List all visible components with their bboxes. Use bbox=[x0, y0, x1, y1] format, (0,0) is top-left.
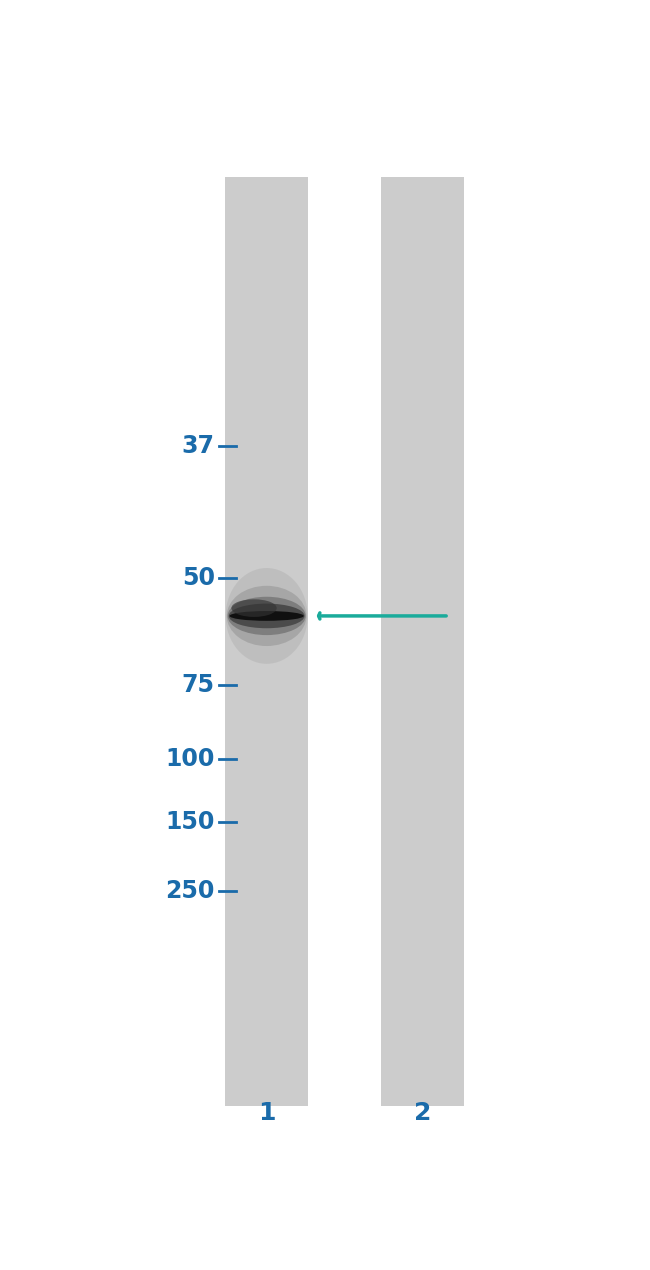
Text: 100: 100 bbox=[165, 747, 214, 771]
Text: 1: 1 bbox=[257, 1101, 275, 1125]
Text: 37: 37 bbox=[182, 434, 215, 457]
Ellipse shape bbox=[226, 568, 307, 664]
Text: 2: 2 bbox=[414, 1101, 431, 1125]
Text: 150: 150 bbox=[165, 810, 214, 834]
Ellipse shape bbox=[229, 603, 304, 629]
Bar bbox=[381, 177, 464, 1106]
Text: 75: 75 bbox=[182, 673, 215, 697]
Ellipse shape bbox=[227, 597, 306, 635]
Bar bbox=[225, 177, 308, 1106]
Ellipse shape bbox=[231, 599, 277, 617]
Text: 50: 50 bbox=[182, 566, 215, 589]
Ellipse shape bbox=[227, 585, 306, 646]
Ellipse shape bbox=[229, 611, 304, 621]
Text: 250: 250 bbox=[165, 879, 214, 903]
